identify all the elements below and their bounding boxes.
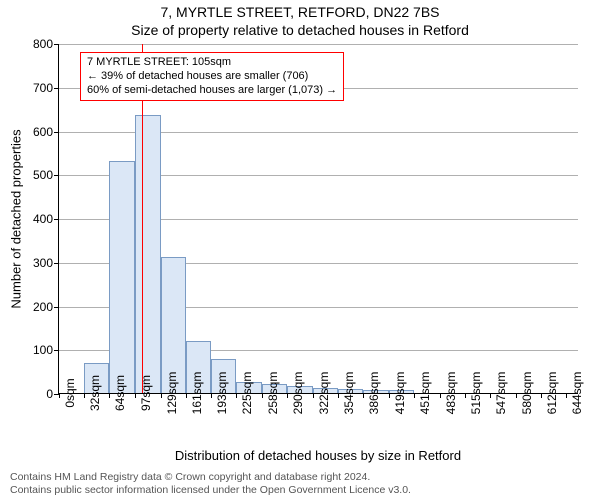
x-tick-label: 129sqm bbox=[161, 372, 179, 415]
y-tick bbox=[54, 350, 59, 351]
y-tick-label: 200 bbox=[33, 300, 53, 314]
footnote-line-1: Contains HM Land Registry data © Crown c… bbox=[10, 471, 370, 484]
y-tick bbox=[54, 263, 59, 264]
y-tick bbox=[54, 219, 59, 220]
callout-line-1: 7 MYRTLE STREET: 105sqm bbox=[87, 56, 337, 70]
histogram-bar bbox=[135, 115, 160, 393]
x-tick-label: 354sqm bbox=[338, 372, 356, 415]
y-tick-label: 100 bbox=[33, 343, 53, 357]
y-tick-label: 300 bbox=[33, 256, 53, 270]
x-tick-label: 161sqm bbox=[186, 372, 204, 415]
y-tick bbox=[54, 44, 59, 45]
x-tick-label: 451sqm bbox=[414, 372, 432, 415]
page-title-line1: 7, MYRTLE STREET, RETFORD, DN22 7BS bbox=[0, 4, 600, 20]
x-tick-label: 322sqm bbox=[313, 372, 331, 415]
page-title-line2: Size of property relative to detached ho… bbox=[0, 22, 600, 38]
y-tick bbox=[54, 175, 59, 176]
x-axis-label: Distribution of detached houses by size … bbox=[58, 448, 578, 463]
y-tick bbox=[54, 307, 59, 308]
y-tick-label: 0 bbox=[46, 387, 53, 401]
y-tick bbox=[54, 88, 59, 89]
y-tick-label: 700 bbox=[33, 81, 53, 95]
x-tick-label: 515sqm bbox=[465, 372, 483, 415]
y-tick-label: 800 bbox=[33, 37, 53, 51]
x-tick-label: 258sqm bbox=[262, 372, 280, 415]
x-tick-label: 386sqm bbox=[363, 372, 381, 415]
x-tick-label: 419sqm bbox=[389, 372, 407, 415]
x-tick-label: 0sqm bbox=[59, 378, 77, 407]
y-tick bbox=[54, 132, 59, 133]
callout-box: 7 MYRTLE STREET: 105sqm ← 39% of detache… bbox=[80, 52, 344, 101]
x-tick-label: 483sqm bbox=[440, 372, 458, 415]
x-tick-label: 612sqm bbox=[541, 372, 559, 415]
x-tick-label: 193sqm bbox=[211, 372, 229, 415]
y-tick-label: 500 bbox=[33, 168, 53, 182]
footnote-line-2: Contains public sector information licen… bbox=[10, 484, 411, 497]
y-tick-label: 600 bbox=[33, 125, 53, 139]
x-tick-label: 547sqm bbox=[490, 372, 508, 415]
x-tick-label: 290sqm bbox=[287, 372, 305, 415]
x-tick-label: 97sqm bbox=[135, 375, 153, 411]
gridline bbox=[59, 44, 578, 45]
x-tick-label: 225sqm bbox=[236, 372, 254, 415]
x-tick-label: 580sqm bbox=[516, 372, 534, 415]
y-axis-label: Number of detached properties bbox=[9, 129, 24, 308]
x-tick-label: 64sqm bbox=[109, 375, 127, 411]
histogram-bar bbox=[109, 161, 135, 393]
y-tick-label: 400 bbox=[33, 212, 53, 226]
x-tick-label: 32sqm bbox=[84, 375, 102, 411]
x-tick-label: 644sqm bbox=[566, 372, 584, 415]
callout-line-2: ← 39% of detached houses are smaller (70… bbox=[87, 70, 337, 84]
callout-line-3: 60% of semi-detached houses are larger (… bbox=[87, 84, 337, 98]
